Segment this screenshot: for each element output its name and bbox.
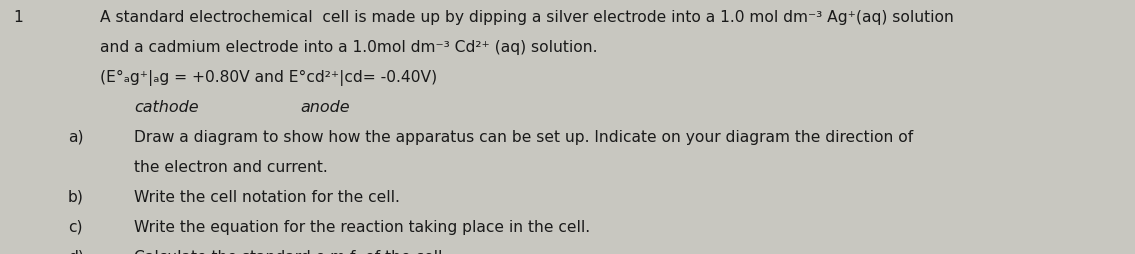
Text: (E°ₐg⁺|ₐg = +0.80V and E°cd²⁺|cd= -0.40V): (E°ₐg⁺|ₐg = +0.80V and E°cd²⁺|cd= -0.40V… [100, 70, 437, 86]
Text: Draw a diagram to show how the apparatus can be set up. Indicate on your diagram: Draw a diagram to show how the apparatus… [134, 130, 914, 145]
Text: Write the cell notation for the cell.: Write the cell notation for the cell. [134, 189, 400, 204]
Text: Calculate the standard e.m.f  of the cell.: Calculate the standard e.m.f of the cell… [134, 249, 447, 254]
Text: and a cadmium electrode into a 1.0mol dm⁻³ Cd²⁺ (aq) solution.: and a cadmium electrode into a 1.0mol dm… [100, 40, 597, 55]
Text: c): c) [68, 219, 83, 234]
Text: the electron and current.: the electron and current. [134, 159, 328, 174]
Text: cathode: cathode [134, 100, 199, 115]
Text: a): a) [68, 130, 84, 145]
Text: 1: 1 [14, 10, 24, 25]
Text: d): d) [68, 249, 84, 254]
Text: b): b) [68, 189, 84, 204]
Text: anode: anode [301, 100, 351, 115]
Text: A standard electrochemical  cell is made up by dipping a silver electrode into a: A standard electrochemical cell is made … [100, 10, 953, 25]
Text: Write the equation for the reaction taking place in the cell.: Write the equation for the reaction taki… [134, 219, 590, 234]
